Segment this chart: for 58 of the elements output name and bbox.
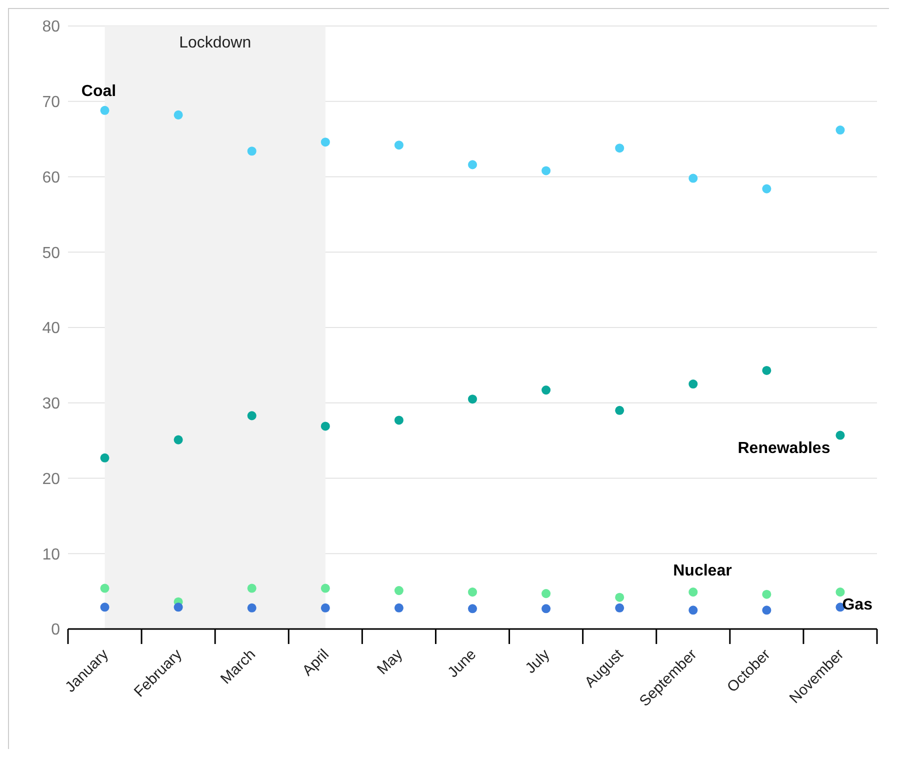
point xyxy=(836,430,845,440)
point xyxy=(468,588,478,597)
point xyxy=(100,602,110,612)
point xyxy=(688,380,698,389)
point xyxy=(320,138,330,147)
y-tick-label: 50 xyxy=(42,244,60,262)
point xyxy=(247,603,256,612)
point xyxy=(394,603,404,612)
point xyxy=(762,184,772,194)
series-label: Coal xyxy=(81,82,116,100)
point xyxy=(320,584,330,593)
point xyxy=(762,590,772,599)
x-tick-label: July xyxy=(522,646,554,677)
y-tick-label: 40 xyxy=(42,320,60,338)
point xyxy=(542,604,551,614)
point xyxy=(468,394,478,404)
point xyxy=(394,140,404,150)
point xyxy=(615,144,624,153)
point xyxy=(542,386,551,395)
point xyxy=(615,592,624,602)
series-label: Gas xyxy=(842,596,873,614)
band-label: Lockdown xyxy=(179,34,252,52)
point xyxy=(542,166,551,176)
point xyxy=(100,453,110,462)
point xyxy=(320,422,330,431)
x-tick-label: May xyxy=(374,646,406,678)
point xyxy=(247,411,256,420)
point xyxy=(688,606,698,615)
point xyxy=(320,603,330,612)
point xyxy=(762,366,772,375)
point xyxy=(247,146,256,156)
point xyxy=(394,416,404,425)
y-tick-label: 0 xyxy=(51,622,60,639)
point xyxy=(542,589,551,598)
point xyxy=(174,602,183,612)
point xyxy=(836,588,845,597)
point xyxy=(174,435,183,444)
point xyxy=(615,406,624,415)
point xyxy=(468,604,478,614)
point xyxy=(468,160,478,170)
y-tick-label: 70 xyxy=(42,94,60,112)
y-tick-label: 10 xyxy=(42,546,60,564)
y-tick-label: 20 xyxy=(42,470,60,488)
point xyxy=(394,586,404,596)
y-tick-label: 80 xyxy=(42,18,60,36)
point xyxy=(688,588,698,597)
point xyxy=(247,584,256,593)
point xyxy=(688,174,698,183)
point xyxy=(100,106,110,115)
point xyxy=(100,584,110,593)
point xyxy=(174,110,183,120)
series-label: Renewables xyxy=(738,440,830,457)
series-label: Nuclear xyxy=(673,562,732,580)
point xyxy=(615,603,624,612)
y-tick-label: 60 xyxy=(42,169,60,186)
point xyxy=(762,606,772,615)
point xyxy=(836,126,845,135)
y-tick-label: 30 xyxy=(42,396,60,413)
